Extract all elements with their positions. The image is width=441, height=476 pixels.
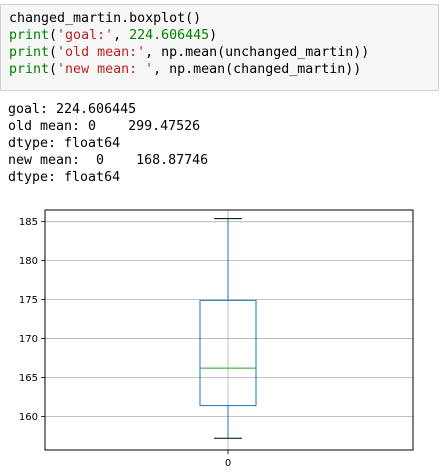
y-axis: 160 165 170 175 180 185 — [19, 217, 45, 423]
code-token: , np.mean(unchanged_martin)) — [145, 45, 370, 60]
output-lines: goal: 224.606445 old mean: 0 299.47526 dty… — [8, 101, 208, 186]
code-token: changed_martin.boxplot() — [9, 11, 202, 26]
output-area: goal: 224.606445 old mean: 0 299.47526 dty… — [8, 101, 208, 186]
code-token: 224.606445 — [129, 28, 210, 43]
y-tick-label: 180 — [19, 256, 38, 267]
boxplot-chart: 160 165 170 175 180 185 0 — [19, 209, 414, 469]
code-token: ( — [49, 28, 58, 43]
y-tick-label: 170 — [19, 334, 38, 345]
output-line: dtype: float64 — [8, 170, 121, 185]
output-line: old mean: 0 299.47526 — [8, 119, 201, 134]
code-lines: changed_martin.boxplot() print('goal:', 2… — [9, 10, 438, 78]
code-token: ( — [49, 45, 58, 60]
y-tick-label: 160 — [19, 412, 38, 423]
code-token: 'new mean: ' — [57, 62, 154, 77]
output-line: new mean: 0 168.87746 — [8, 153, 209, 168]
code-cell[interactable]: changed_martin.boxplot() print('goal:', 2… — [0, 4, 439, 91]
code-token: print — [9, 45, 50, 60]
x-tick-label: 0 — [225, 458, 231, 469]
code-token: ) — [209, 28, 218, 43]
code-line: print('old mean:', np.mean(unchanged_mar… — [9, 44, 438, 61]
code-line: print('goal:', 224.606445) — [9, 27, 438, 44]
plot-frame — [44, 209, 414, 451]
code-token: 'old mean:' — [57, 45, 146, 60]
grid — [45, 210, 413, 450]
code-line: changed_martin.boxplot() — [9, 10, 438, 27]
y-tick-label: 175 — [19, 295, 38, 306]
code-line: print('new mean: ', np.mean(changed_mart… — [9, 61, 438, 78]
output-line: goal: 224.606445 — [8, 102, 137, 117]
code-token: 'goal:' — [57, 28, 114, 43]
box-layer — [199, 218, 257, 439]
box-iqr — [199, 299, 257, 407]
code-token: , — [113, 28, 130, 43]
code-token: , np.mean(changed_martin)) — [153, 62, 362, 77]
code-token: ( — [49, 62, 58, 77]
output-line: dtype: float64 — [8, 136, 121, 151]
y-tick-label: 185 — [19, 217, 38, 228]
code-token: print — [9, 62, 50, 77]
x-axis: 0 — [225, 450, 231, 469]
code-token: print — [9, 28, 50, 43]
y-tick-label: 165 — [19, 373, 38, 384]
